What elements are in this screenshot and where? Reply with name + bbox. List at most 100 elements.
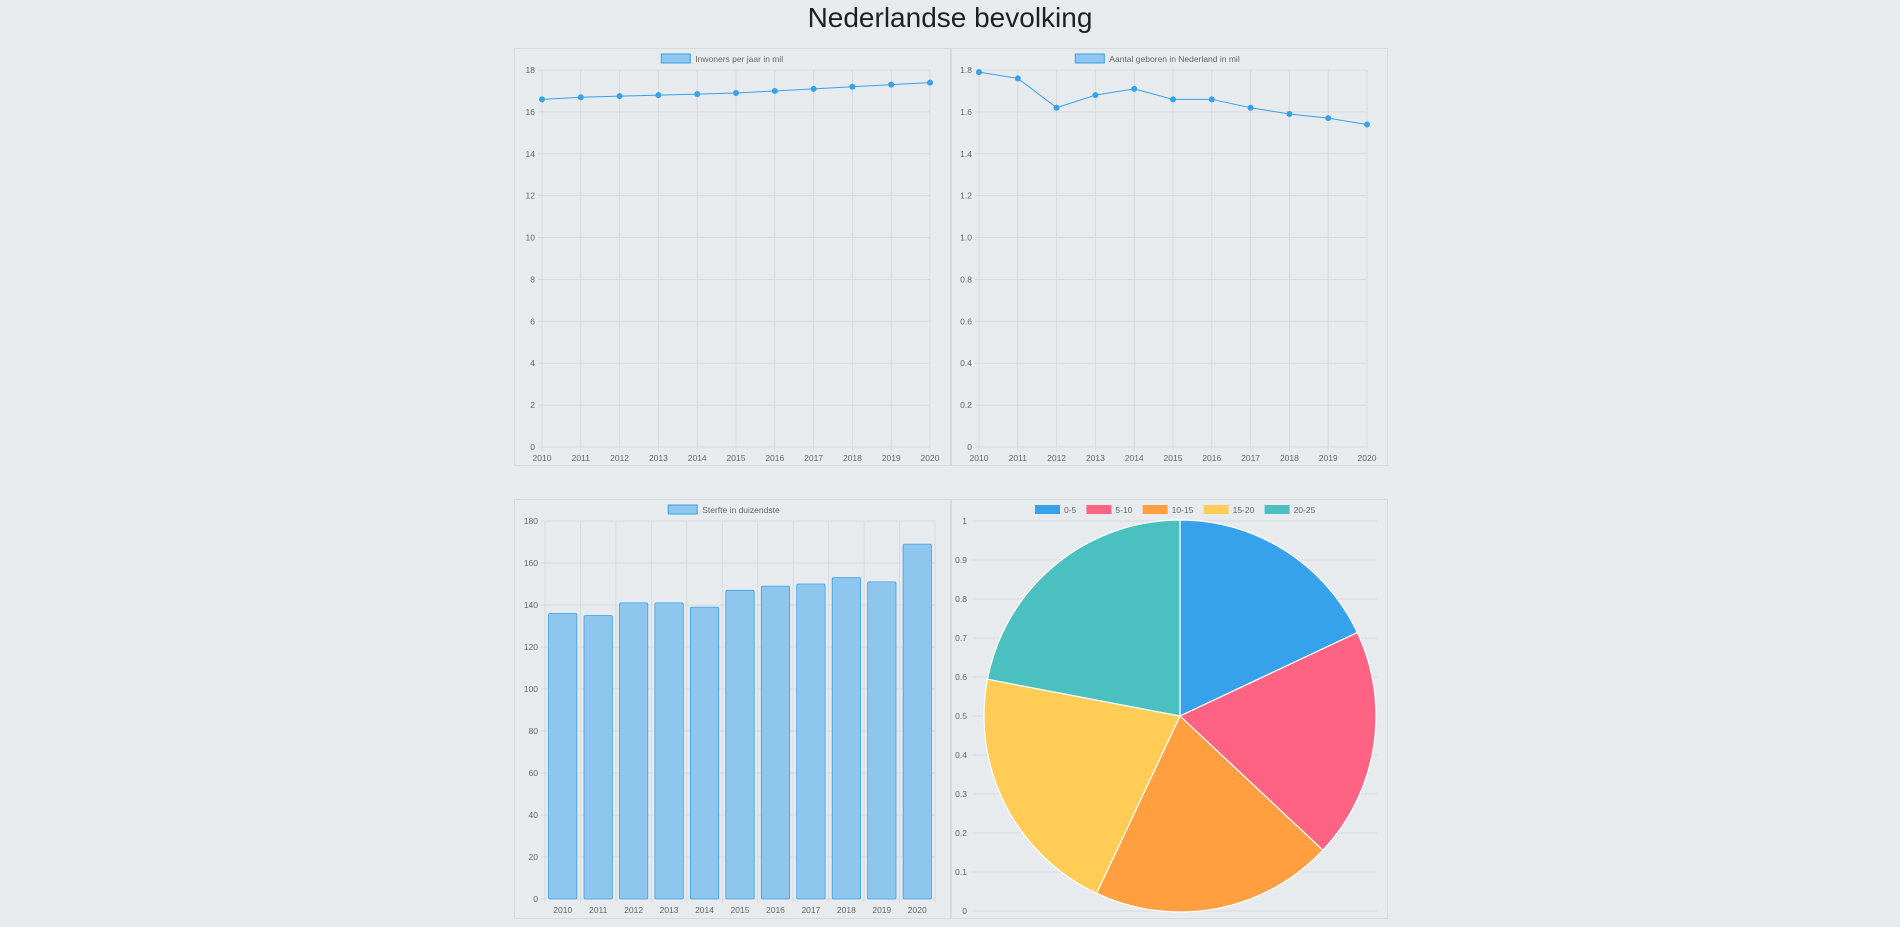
pie-slice [983,678,1181,895]
x-tick-label: 2010 [970,453,989,463]
data-point [694,91,701,98]
y-tick-label: 12 [526,191,536,201]
y-tick-label: 0.4 [955,750,967,760]
chart-panel-inwoners: 0 2 4 6 8 10 12 14 16 18 2010 2011 2012 2013 2014 2015 2… [514,48,951,466]
y-tick-label: 0.4 [960,358,972,368]
legend-swatch [1074,53,1105,64]
x-tick-label: 2013 [649,453,668,463]
x-tick-label: 2016 [1202,453,1221,463]
data-point [733,90,739,97]
y-tick-label: 80 [529,726,539,736]
y-tick-label: 0.7 [955,633,967,643]
y-tick-label: 0.1 [955,867,967,877]
x-tick-label: 2015 [1164,453,1183,463]
chart-panel-geboren: 0 0.2 0.4 0.6 0.8 1.0 1.2 1.4 1.6 1.8 2010 2011 2012… [951,48,1388,466]
legend-swatch [1264,505,1290,514]
x-tick-label: 2015 [731,905,750,915]
x-tick-label: 2014 [1125,453,1144,463]
y-tick-label: 1.6 [960,107,972,117]
data-point [1092,92,1099,99]
y-tick-label: 1 [962,516,967,526]
y-tick-label: 0 [962,906,967,916]
y-tick-label: 0.5 [955,711,967,721]
y-tick-label: 16 [526,107,536,117]
x-tick-label: 2012 [1047,453,1066,463]
y-tick-label: 100 [524,684,538,694]
y-tick-label: 1.8 [960,65,972,75]
chart-leeftijd: 0 0.1 0.2 0.3 0.4 0.5 0.6 0.7 0.8 0.9 1 0-5 5-10 10-1… [955,505,1377,916]
x-tick-label: 2018 [843,453,862,463]
y-tick-label: 10 [526,233,536,243]
pie-slice [1095,714,1324,913]
x-tick-label: 2011 [589,905,608,915]
page-title: Nederlandse bevolking [807,2,1093,33]
y-tick-label: 4 [530,358,535,368]
x-tick-label: 2011 [1009,453,1028,463]
data-point [1053,104,1060,111]
bar [548,613,578,900]
data-point [539,96,545,103]
data-point [1208,96,1215,103]
y-tick-label: 0.2 [960,400,972,410]
x-tick-label: 2018 [1280,453,1299,463]
data-point [1170,96,1176,103]
chart-panel-sterfte: 0 20 40 60 80 100 120 140 160 180 2010 2011 2012 2013… [514,499,951,919]
chart-inwoners: 0 2 4 6 8 10 12 14 16 18 2010 2011 2012 2013 2014 2015 2… [526,53,940,463]
legend-label: Inwoners per jaar in mil [695,54,783,64]
data-point [577,94,584,101]
y-tick-label: 40 [529,810,539,820]
data-point [616,93,623,100]
chart-panel-leeftijd: 0 0.1 0.2 0.3 0.4 0.5 0.6 0.7 0.8 0.9 1 0-5 5-10 10-1… [951,499,1388,919]
bar [796,583,826,900]
data-point [927,79,933,86]
y-tick-label: 1.2 [960,191,972,201]
bar [760,585,791,900]
x-tick-label: 2014 [695,905,714,915]
legend-label: 20-25 [1294,505,1316,515]
y-tick-label: 20 [529,852,539,862]
bar [867,581,897,900]
legend-swatch [660,53,691,64]
x-tick-label: 2013 [1086,453,1105,463]
y-tick-label: 0 [967,442,972,452]
legend-label: 15-20 [1233,505,1255,515]
y-tick-label: 160 [524,558,538,568]
x-tick-label: 2019 [872,905,891,915]
legend-swatch [1142,505,1168,514]
legend-label: 0-5 [1064,505,1077,515]
y-tick-label: 0.8 [960,274,972,284]
pie-slice [1179,519,1359,717]
x-tick-label: 2020 [908,905,927,915]
pie-slice [986,519,1181,717]
data-point [1131,85,1138,92]
y-tick-label: 1.0 [960,233,972,243]
y-tick-label: 120 [524,642,538,652]
y-tick-label: 8 [530,274,535,284]
x-tick-label: 2018 [837,905,856,915]
pie-slice [1178,631,1377,852]
y-tick-label: 0 [530,442,535,452]
x-tick-label: 2019 [882,453,901,463]
data-point [976,69,982,76]
x-tick-label: 2017 [801,905,820,915]
bar [831,577,861,900]
x-tick-label: 2015 [727,453,746,463]
x-tick-label: 2016 [765,453,784,463]
x-tick-label: 2010 [553,905,572,915]
x-tick-label: 2010 [533,453,552,463]
y-tick-label: 18 [526,65,536,75]
data-point [888,81,895,88]
legend-label: Aantal geboren in Nederland in mil [1109,54,1240,64]
x-tick-label: 2012 [624,905,643,915]
x-tick-label: 2016 [766,905,785,915]
legend-label: 10-15 [1172,505,1194,515]
data-point [1364,121,1370,128]
y-tick-label: 0.6 [960,316,972,326]
bar [654,602,684,900]
bar [583,615,613,900]
data-point [810,85,817,92]
legend-label: Sterfte in duizendste [702,505,780,515]
y-tick-label: 0.2 [955,828,967,838]
bar [619,602,649,900]
y-tick-label: 0 [533,894,538,904]
